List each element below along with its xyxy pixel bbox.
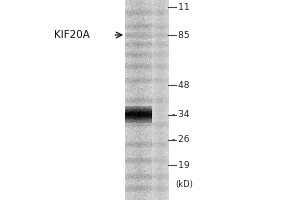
- Text: - 34: - 34: [172, 110, 190, 119]
- Text: - 19: - 19: [172, 160, 190, 169]
- Text: - 48: - 48: [172, 81, 190, 90]
- Text: (kD): (kD): [176, 180, 194, 188]
- Text: - 26: - 26: [172, 136, 190, 144]
- Text: KIF20A: KIF20A: [54, 30, 90, 40]
- Text: - 85: - 85: [172, 30, 190, 40]
- Text: - 11: - 11: [172, 2, 190, 11]
